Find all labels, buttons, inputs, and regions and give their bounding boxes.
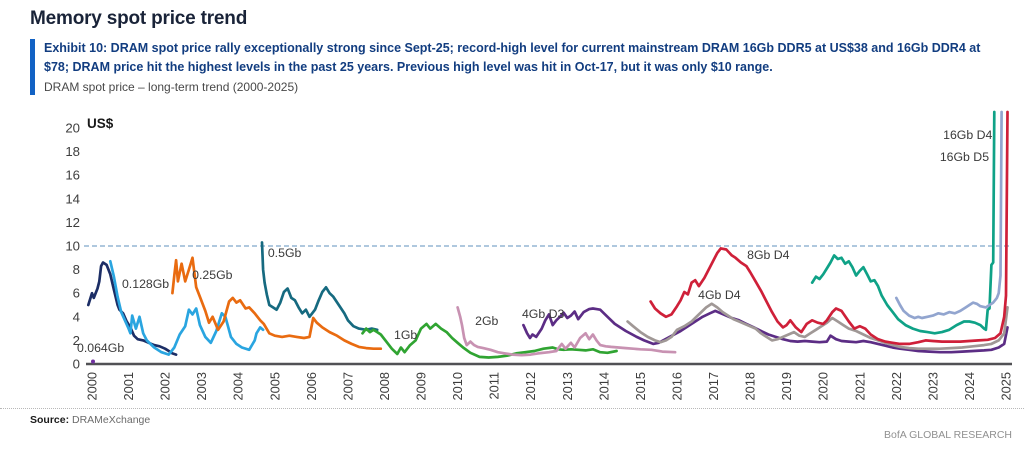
series-label-4gb-d3: 4Gb D3 (522, 307, 565, 321)
series-label-16gb-d4: 16Gb D4 (943, 128, 992, 142)
series-line-8gb-d4 (649, 110, 1009, 346)
x-tick-label: 2022 (889, 372, 904, 400)
x-tick-label: 2002 (158, 372, 173, 400)
y-tick-label: 0 (73, 357, 80, 372)
series-label-0-5gb: 0.5Gb (268, 246, 302, 260)
y-tick-label: 10 (65, 239, 80, 254)
x-tick-label: 2015 (633, 372, 648, 400)
y-tick-label: 8 (73, 262, 80, 277)
x-tick-label: 2016 (669, 372, 684, 400)
chart-subtitle: DRAM spot price – long-term trend (2000-… (44, 80, 299, 94)
source-value: DRAMeXchange (72, 414, 151, 426)
series-line-2gb (456, 306, 677, 357)
y-tick-label: 20 (65, 121, 80, 136)
y-tick-label: 12 (65, 215, 80, 230)
x-tick-label: 2017 (706, 372, 721, 400)
x-tick-label: 2005 (267, 372, 282, 400)
series-line-4gb-d4 (626, 302, 1009, 351)
series-label-0-25gb: 0.25Gb (192, 268, 232, 282)
x-tick-label: 2013 (560, 372, 575, 400)
series-label-1gb: 1Gb (394, 328, 417, 342)
exhibit-accent-bar (30, 39, 35, 95)
x-tick-label: 2004 (231, 372, 246, 400)
exhibit-callout: Exhibit 10: DRAM spot price rally except… (30, 39, 1005, 95)
branding-text: BofA GLOBAL RESEARCH (884, 429, 1012, 441)
x-tick-label: 2009 (414, 372, 429, 400)
source-note: Source: DRAMeXchange (30, 414, 150, 426)
x-tick-label: 2006 (304, 372, 319, 400)
y-tick-label: 18 (65, 144, 80, 159)
x-tick-label: 2000 (85, 372, 100, 400)
x-tick-label: 2021 (852, 372, 867, 400)
series-label-2gb: 2Gb (475, 314, 498, 328)
x-tick-label: 2020 (816, 372, 831, 400)
series-line-0-25gb (171, 256, 383, 351)
y-tick-label: 4 (73, 309, 80, 324)
x-tick-label: 2010 (450, 372, 465, 400)
x-tick-label: 2025 (999, 372, 1014, 400)
series-line-0-128gb (108, 259, 265, 356)
source-label: Source: (30, 414, 70, 426)
series-label-0-128gb: 0.128Gb (122, 277, 169, 291)
x-tick-label: 2024 (962, 372, 977, 400)
x-tick-label: 2001 (121, 372, 136, 400)
x-tick-label: 2023 (925, 372, 940, 400)
x-tick-label: 2003 (194, 372, 209, 400)
series-label-0-064gb: 0.064Gb (77, 341, 124, 355)
series-line-0-5gb (260, 241, 379, 332)
x-tick-label: 2018 (743, 372, 758, 400)
x-tick-label: 2012 (523, 372, 538, 400)
exhibit-caption: Exhibit 10: DRAM spot price rally except… (44, 41, 981, 74)
y-tick-label: 6 (73, 286, 80, 301)
series-line-16gb-d4 (810, 110, 996, 335)
x-tick-label: 2008 (377, 372, 392, 400)
axis-start-marker (91, 359, 95, 364)
x-tick-label: 2007 (340, 372, 355, 400)
series-label-4gb-d4: 4Gb D4 (698, 288, 741, 302)
y-tick-label: 16 (65, 168, 80, 183)
series-label-16gb-d5: 16Gb D5 (940, 150, 989, 164)
page-title: Memory spot price trend (30, 8, 248, 29)
series-line-16gb-d5 (894, 110, 1003, 320)
x-tick-label: 2014 (596, 372, 611, 400)
footer-divider (0, 408, 1024, 409)
y-tick-label: 2 (73, 333, 80, 348)
y-axis-unit-label: US$ (87, 116, 114, 131)
series-label-8gb-d4: 8Gb D4 (747, 248, 790, 262)
x-tick-label: 2019 (779, 372, 794, 400)
x-tick-label: 2011 (487, 372, 502, 400)
y-tick-label: 14 (65, 191, 80, 206)
exhibit-text-block: Exhibit 10: DRAM spot price rally except… (44, 39, 996, 95)
